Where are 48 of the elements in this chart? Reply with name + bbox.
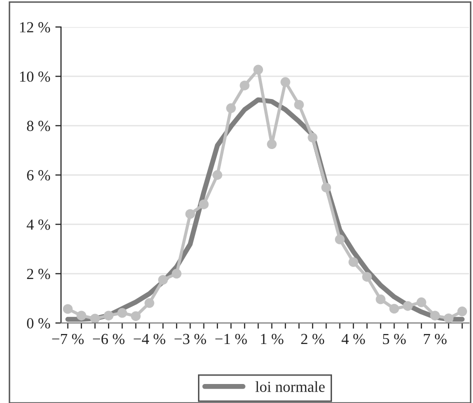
point: [117, 308, 128, 318]
point: [294, 100, 304, 110]
point: [90, 314, 100, 323]
point: [253, 64, 264, 75]
x-tick-label: 1 %: [261, 334, 284, 344]
x-tick-label: 4 %: [342, 334, 365, 344]
point: [172, 268, 182, 279]
point: [240, 80, 250, 90]
point: [416, 297, 426, 308]
point: [212, 170, 222, 180]
y-tick-label: 4 %: [26, 219, 50, 230]
point: [226, 103, 236, 114]
x-tick-label: −3 %: [174, 334, 206, 344]
point: [185, 209, 196, 219]
point: [389, 304, 400, 314]
point: [104, 310, 114, 320]
x-tick-label: −1 %: [215, 334, 247, 344]
y-tick-label: 8 %: [26, 120, 50, 132]
point: [308, 132, 318, 142]
point: [280, 77, 290, 87]
legend-label: loi normale: [256, 381, 325, 392]
x-tick-label: −6 %: [92, 334, 124, 344]
point: [62, 304, 73, 314]
point: [266, 139, 277, 150]
point: [158, 274, 168, 285]
point: [198, 199, 209, 210]
point: [144, 298, 154, 308]
point: [402, 301, 413, 311]
point: [376, 294, 386, 304]
x-tick-label: 2 %: [301, 334, 324, 344]
point: [362, 272, 372, 282]
y-tick-label: 12 %: [20, 22, 50, 32]
y-tick-label: 0 %: [26, 318, 50, 328]
y-tick-label: 10 %: [20, 71, 50, 82]
point: [457, 306, 468, 316]
point: [334, 234, 345, 244]
x-tick-label: 5 %: [382, 334, 406, 344]
point: [130, 311, 141, 321]
point: [76, 310, 86, 320]
point: [321, 182, 332, 192]
x-tick-label: −4 %: [134, 334, 166, 344]
y-tick-label: 2 %: [27, 268, 50, 280]
x-tick-label: 7 %: [424, 334, 447, 344]
point: [430, 310, 440, 320]
point: [348, 257, 358, 267]
x-tick-label: −7 %: [52, 334, 84, 344]
point: [444, 313, 454, 323]
y-tick-label: 6 %: [27, 170, 50, 180]
